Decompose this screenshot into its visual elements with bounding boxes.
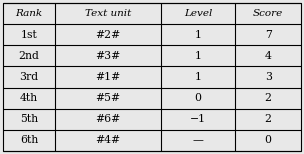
Text: Score: Score: [253, 9, 283, 18]
Text: 2nd: 2nd: [19, 51, 40, 61]
Text: Level: Level: [184, 9, 212, 18]
Text: #3#: #3#: [95, 51, 121, 61]
Text: Text unit: Text unit: [85, 9, 131, 18]
Text: #4#: #4#: [95, 135, 121, 145]
Text: 5th: 5th: [20, 114, 38, 124]
Text: 7: 7: [265, 30, 272, 40]
Text: 1: 1: [195, 72, 202, 82]
Text: 2: 2: [265, 114, 272, 124]
Text: 1st: 1st: [21, 30, 37, 40]
Text: 4th: 4th: [20, 93, 38, 103]
Text: 3rd: 3rd: [19, 72, 39, 82]
Text: #5#: #5#: [95, 93, 121, 103]
Text: 3: 3: [265, 72, 272, 82]
Text: 1: 1: [195, 30, 202, 40]
Text: 2: 2: [265, 93, 272, 103]
Text: —: —: [193, 135, 204, 145]
Text: #1#: #1#: [95, 72, 121, 82]
Text: 6th: 6th: [20, 135, 38, 145]
Text: 4: 4: [265, 51, 272, 61]
Text: Rank: Rank: [16, 9, 43, 18]
Text: #2#: #2#: [95, 30, 121, 40]
Text: 1: 1: [195, 51, 202, 61]
Text: 0: 0: [195, 93, 202, 103]
Text: −1: −1: [190, 114, 206, 124]
Text: #6#: #6#: [95, 114, 121, 124]
Text: 0: 0: [265, 135, 272, 145]
